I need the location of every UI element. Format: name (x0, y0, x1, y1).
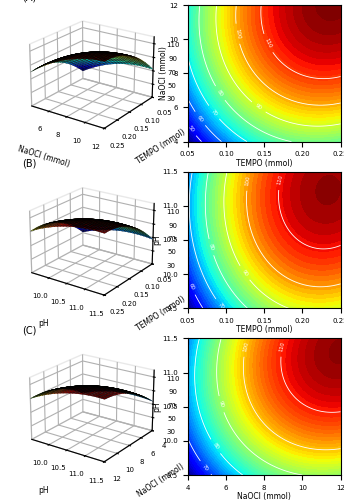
Text: 100: 100 (245, 175, 251, 186)
Text: 80: 80 (216, 89, 224, 98)
Text: (C): (C) (23, 326, 37, 336)
Y-axis label: NaOCl (mmol): NaOCl (mmol) (159, 46, 168, 100)
X-axis label: NaOCl (mmol): NaOCl (mmol) (17, 144, 71, 169)
X-axis label: TEMPO (mmol): TEMPO (mmol) (236, 158, 292, 168)
Text: 80: 80 (208, 243, 215, 252)
Text: 70: 70 (201, 464, 209, 472)
Text: 110: 110 (279, 341, 286, 352)
Y-axis label: pH: pH (152, 234, 161, 246)
Text: 100: 100 (242, 341, 249, 352)
Text: 90: 90 (240, 268, 249, 278)
Text: 100: 100 (234, 28, 241, 40)
Text: 50: 50 (187, 124, 195, 134)
Y-axis label: pH: pH (152, 402, 161, 412)
Text: 110: 110 (263, 38, 272, 50)
Text: 70: 70 (217, 302, 225, 310)
Text: (B): (B) (23, 159, 37, 169)
Text: 110: 110 (277, 174, 284, 186)
X-axis label: TEMPO (mmol): TEMPO (mmol) (236, 326, 292, 334)
Text: 90: 90 (254, 103, 263, 112)
Y-axis label: TEMPO (mmol): TEMPO (mmol) (135, 128, 187, 166)
X-axis label: pH: pH (39, 486, 49, 495)
Text: (A): (A) (23, 0, 37, 2)
Y-axis label: NaOCl (mmol): NaOCl (mmol) (136, 462, 186, 499)
Text: 80: 80 (212, 442, 219, 451)
X-axis label: NaOCl (mmol): NaOCl (mmol) (237, 492, 291, 500)
Y-axis label: TEMPO (mmol): TEMPO (mmol) (135, 294, 187, 333)
Text: 70: 70 (210, 108, 218, 116)
Text: 90: 90 (218, 400, 225, 408)
Text: 60: 60 (196, 114, 204, 123)
X-axis label: pH: pH (39, 319, 49, 328)
Text: 60: 60 (188, 283, 195, 291)
